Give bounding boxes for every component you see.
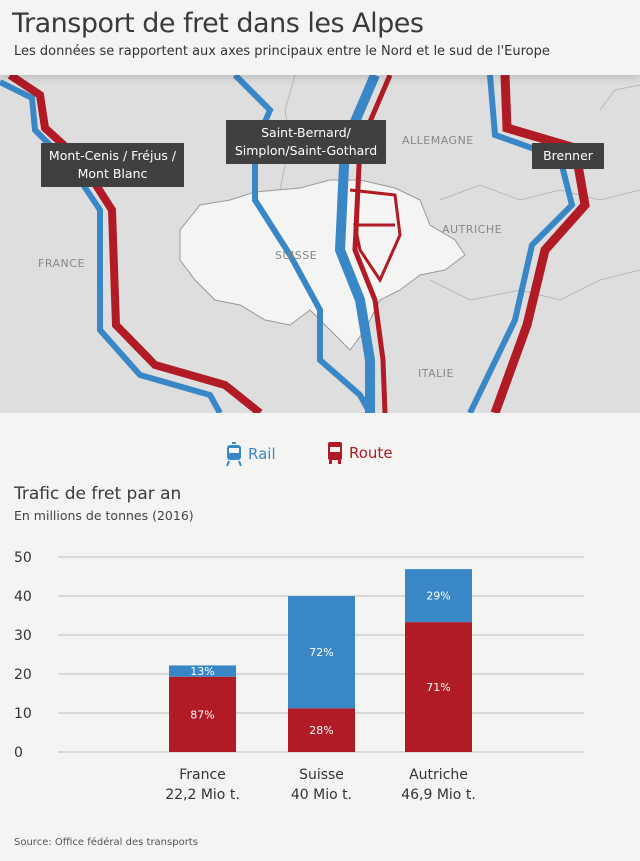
bar-label: 87% <box>190 708 214 721</box>
source-note: Source: Office fédéral des transports <box>14 837 198 848</box>
route-west-road <box>7 75 263 413</box>
total-label: 40 Mio t. <box>291 787 352 803</box>
bar-label: 28% <box>309 724 333 737</box>
switzerland-shape <box>179 179 466 351</box>
country-allemagne: ALLEMAGNE <box>402 134 474 147</box>
map: Mont-Cenis / Fréjus / Mont Blanc Saint-B… <box>0 75 640 413</box>
chart-subtitle: En millions de tonnes (2016) <box>14 508 194 523</box>
total-label: 22,2 Mio t. <box>165 787 240 803</box>
y-tick-label: 50 <box>14 550 32 566</box>
bar-label: 71% <box>426 681 450 694</box>
category-label: France <box>179 767 226 783</box>
y-tick-label: 0 <box>14 745 23 761</box>
country-suisse: SUISSE <box>275 249 318 262</box>
y-tick-label: 10 <box>14 706 32 722</box>
route-east-rail <box>467 75 576 413</box>
bar-route <box>405 622 472 752</box>
bar-label: 13% <box>190 665 214 678</box>
country-france: FRANCE <box>38 257 85 270</box>
legend-route: Route <box>327 442 393 464</box>
route-label-east: Brenner <box>532 143 604 169</box>
bar-route <box>169 676 236 752</box>
page-subtitle: Les données se rapportent aux axes princ… <box>14 44 550 59</box>
route-label-west: Mont-Cenis / Fréjus / Mont Blanc <box>41 143 184 187</box>
chart-title: Trafic de fret par an <box>14 484 182 504</box>
total-label: 46,9 Mio t. <box>401 787 476 803</box>
category-label: Autriche <box>409 767 468 783</box>
y-tick-label: 40 <box>14 589 32 605</box>
train-icon <box>226 442 242 466</box>
route-center-road-loop <box>349 188 402 284</box>
bar-rail <box>405 569 472 623</box>
country-italie: ITALIE <box>418 367 454 380</box>
route-west-rail <box>0 79 223 413</box>
y-tick-label: 20 <box>14 667 32 683</box>
route-label-center: Saint-Bernard/ Simplon/Saint-Gothard <box>226 120 386 164</box>
page-title: Transport de fret dans les Alpes <box>12 8 424 39</box>
header: Transport de fret dans les Alpes Les don… <box>0 0 640 75</box>
legend-rail-label: Rail <box>248 445 276 463</box>
bar-rail <box>169 665 236 677</box>
truck-icon <box>328 442 342 464</box>
country-autriche: AUTRICHE <box>442 223 503 236</box>
bar-rail <box>288 596 355 709</box>
bar-label: 29% <box>426 590 450 603</box>
y-tick-label: 30 <box>14 628 32 644</box>
legend-rail: Rail <box>226 442 276 466</box>
legend-route-label: Route <box>349 444 393 462</box>
bar-chart: 0 10 20 30 40 50 87% 13% France 22,2 Mio t. 28% 72%… <box>14 550 584 803</box>
category-label: Suisse <box>299 767 344 783</box>
bar-label: 72% <box>309 646 333 659</box>
route-east-road <box>490 75 590 413</box>
map-graphic <box>0 75 640 413</box>
bar-route <box>288 708 355 752</box>
